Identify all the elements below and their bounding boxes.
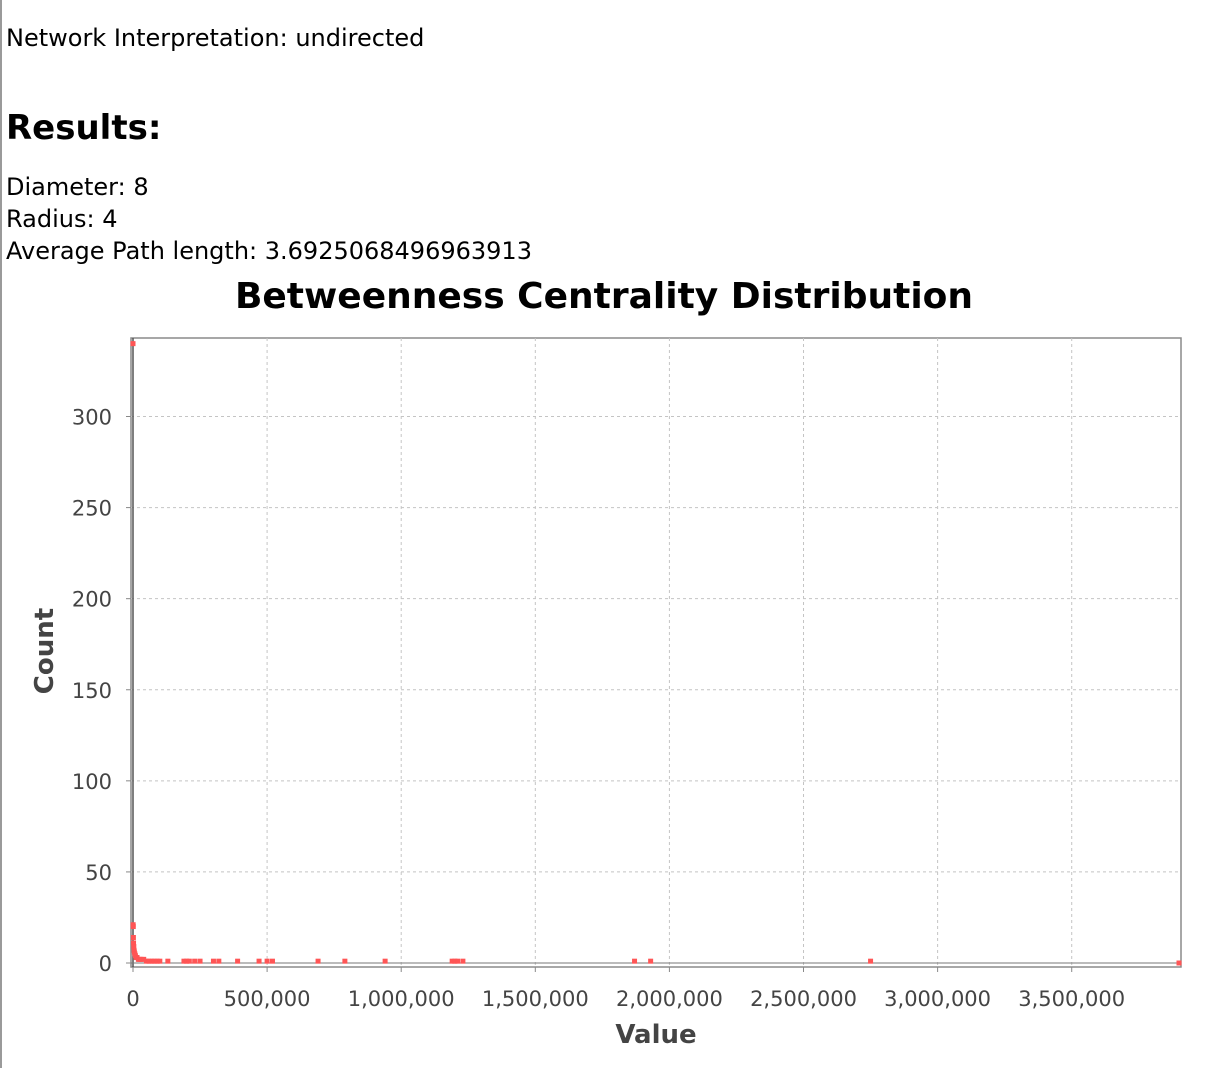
data-point [130,924,136,930]
data-point [131,940,137,946]
data-point [342,958,348,964]
data-point [143,958,149,964]
data-point [157,958,163,964]
results-heading: Results: [6,108,162,148]
data-point [192,958,198,964]
data-point [184,958,190,964]
y-axis-label: Count [30,608,60,694]
y-tick-label: 0 [99,952,112,976]
y-tick-label: 200 [72,588,112,612]
data-point [146,958,152,964]
x-tick-label: 2,000,000 [616,987,723,1011]
x-tick-label: 2,500,000 [750,987,857,1011]
data-point [154,958,160,964]
data-point [1176,960,1182,966]
data-point [449,958,455,964]
diameter-text: Diameter: 8 [6,173,149,201]
data-point [165,958,171,964]
data-point [210,958,216,964]
data-point [216,958,222,964]
data-point [235,958,241,964]
data-point [131,944,137,950]
y-tick-label: 150 [72,679,112,703]
x-tick-label: 3,500,000 [1018,987,1125,1011]
data-point [181,958,187,964]
data-point [197,958,203,964]
y-tick-label: 100 [72,770,112,794]
data-point [648,958,654,964]
data-point [382,958,388,964]
data-point [151,958,157,964]
data-point [130,341,136,347]
data-point [141,956,147,962]
y-tick-label: 250 [72,497,112,521]
data-point [186,958,192,964]
axes [126,338,1181,972]
data-point [868,958,874,964]
x-tick-label: 3,000,000 [884,987,991,1011]
radius-text: Radius: 4 [6,205,118,233]
average-path-length-text: Average Path length: 3.6925068496963913 [6,237,532,265]
data-point [264,958,270,964]
chart-title: Betweenness Centrality Distribution [235,276,973,317]
x-tick-label: 1,000,000 [348,987,455,1011]
data-point [460,958,466,964]
data-point [632,958,638,964]
data-point [256,958,262,964]
data-points [130,341,1182,966]
y-tick-label: 300 [72,406,112,430]
panel-left-border [0,0,2,1068]
data-point [138,956,144,962]
network-interpretation-text: Network Interpretation: undirected [6,24,425,52]
x-tick-label: 1,500,000 [482,987,589,1011]
y-tick-label: 50 [85,861,112,885]
data-point [269,958,275,964]
data-point [455,958,461,964]
tick-labels: 0 500,000 1,000,000 1,500,000 2,000,000 2,500… [72,406,1125,1011]
data-point [130,934,136,940]
x-tick-label: 500,000 [224,987,311,1011]
x-axis-label: Value [615,1020,696,1050]
x-tick-label: 0 [126,987,139,1011]
plot-area [130,337,1182,968]
data-point [452,958,458,964]
data-point [149,958,155,964]
data-point [315,958,321,964]
